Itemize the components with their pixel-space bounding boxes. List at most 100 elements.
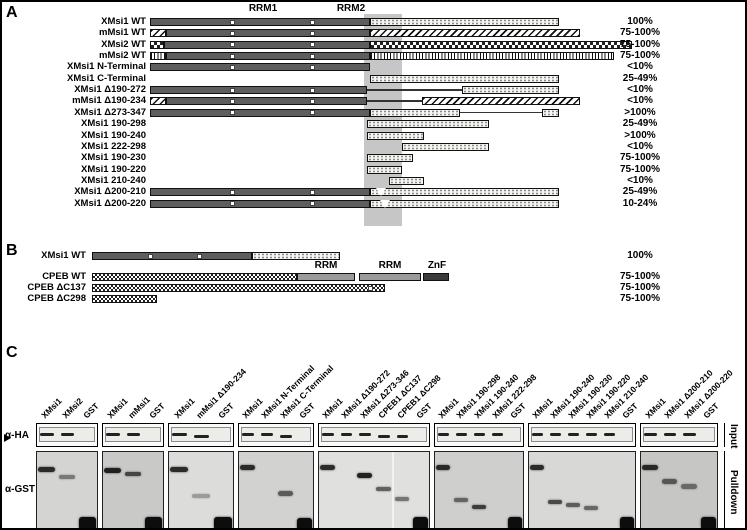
rrm-notch xyxy=(368,285,373,291)
bar-segment-check xyxy=(370,40,632,49)
input-protein-band xyxy=(340,432,353,436)
rrm-notch xyxy=(310,30,315,36)
pulldown-protein-band xyxy=(192,494,210,499)
pulldown-protein-band xyxy=(620,517,634,528)
construct-label: XMsi1 Δ273-347 xyxy=(74,106,146,118)
pulldown-blot xyxy=(36,451,98,528)
construct-label: mMsi1 WT xyxy=(99,27,146,39)
construct-label: XMsi1 190-240 xyxy=(81,129,146,141)
input-protein-band xyxy=(280,435,292,439)
rrm-notch xyxy=(310,98,315,104)
rrm-notch xyxy=(148,253,153,259)
pulldown-protein-band xyxy=(124,471,142,476)
rrm-notch xyxy=(197,253,202,259)
pulldown-bracket xyxy=(724,451,725,528)
bar-segment-dark xyxy=(164,40,370,49)
rrm-notch xyxy=(310,189,315,195)
bar-segment-dot xyxy=(389,176,424,185)
construct-label: XMsi1 190-298 xyxy=(81,118,146,130)
bar-segment-hatch xyxy=(150,29,166,38)
rrm-notch xyxy=(230,19,235,25)
construct-label: XMsi1 Δ190-272 xyxy=(74,84,146,96)
panel-a-label: A xyxy=(6,4,18,21)
bar-segment-dot xyxy=(367,165,402,174)
input-blot-strip xyxy=(241,427,311,442)
bar-segment-dot xyxy=(370,108,460,117)
pulldown-protein-band xyxy=(170,466,188,472)
construct-label: XMsi1 Δ200-210 xyxy=(74,186,146,198)
pulldown-blot xyxy=(238,451,314,528)
bar-segment-dot xyxy=(367,120,489,129)
lane-label: XMsi1 xyxy=(105,395,131,421)
bar-segment-dark xyxy=(150,18,370,26)
input-protein-band xyxy=(550,432,561,436)
binding-percent: >100% xyxy=(624,106,656,118)
bar-segment-gray xyxy=(359,273,421,281)
pulldown-protein-band xyxy=(376,486,391,491)
bar-segment-dark xyxy=(150,199,370,208)
pulldown-side-label: Pulldown xyxy=(728,469,739,515)
bar-connector-line xyxy=(460,111,542,114)
input-protein-band xyxy=(644,432,657,436)
rrm-notch xyxy=(310,110,315,116)
construct-label: XMsi1 222-298 xyxy=(81,140,146,152)
bar-segment-dot xyxy=(402,142,489,151)
pulldown-protein-band xyxy=(79,517,96,528)
bar-segment-dot xyxy=(367,131,424,140)
pulldown-protein-band xyxy=(357,473,372,479)
rrm-notch xyxy=(230,110,235,116)
pulldown-protein-band xyxy=(436,465,450,471)
construct-label: XMsi1 190-230 xyxy=(81,152,146,164)
band-arrow-icon xyxy=(4,434,11,442)
input-protein-band xyxy=(604,432,615,436)
input-protein-band xyxy=(194,434,209,438)
rrm-notch xyxy=(310,64,315,70)
binding-percent: 25-49% xyxy=(622,72,658,84)
pulldown-protein-band xyxy=(508,517,522,528)
pulldown-protein-band xyxy=(104,468,121,474)
input-protein-band xyxy=(242,432,254,436)
lane-label: mMsi1 xyxy=(126,394,153,421)
bar-segment-dark xyxy=(150,63,370,72)
binding-percent: 75-100% xyxy=(619,282,661,293)
bar-segment-dot xyxy=(542,108,559,117)
construct-label: XMsi1 210-240 xyxy=(81,174,146,186)
rrm1-header: RRM1 xyxy=(248,3,278,14)
rrm-notch xyxy=(230,87,235,93)
binding-percent: 10-24% xyxy=(622,197,658,209)
input-protein-band xyxy=(456,432,467,436)
rrm-notch xyxy=(310,19,315,25)
bar-segment-dark xyxy=(166,52,370,61)
rrm2-header: RRM2 xyxy=(336,3,366,14)
input-side-label: Input xyxy=(728,423,739,449)
binding-percent: 75-100% xyxy=(619,50,661,62)
pulldown-protein-band xyxy=(472,504,486,509)
pulldown-blot xyxy=(318,451,430,528)
pulldown-protein-band xyxy=(240,465,255,471)
bar-segment-hatch xyxy=(370,29,580,38)
rrm-notch xyxy=(230,64,235,70)
pulldown-protein-band xyxy=(394,496,410,501)
input-protein-band xyxy=(322,432,334,436)
binding-percent: <10% xyxy=(627,174,653,186)
bar-segment-znf xyxy=(423,273,449,281)
input-bracket xyxy=(724,423,725,447)
input-protein-band xyxy=(106,432,120,436)
input-protein-band xyxy=(396,435,409,439)
pulldown-protein-band xyxy=(661,479,677,485)
construct-label: XMsi1 N-Terminal xyxy=(66,61,146,73)
construct-label: XMsi2 WT xyxy=(101,38,146,50)
panel-c-label: C xyxy=(6,344,18,361)
binding-percent: <10% xyxy=(627,140,653,152)
bar-segment-dark xyxy=(150,108,370,117)
bar-segment-dot xyxy=(462,86,559,95)
pulldown-blot xyxy=(640,451,718,528)
binding-percent: <10% xyxy=(627,95,653,107)
binding-percent: >100% xyxy=(624,129,656,141)
input-protein-band xyxy=(683,432,696,436)
input-protein-band xyxy=(378,434,390,438)
input-blot-strip xyxy=(531,427,633,442)
binding-percent: 75-100% xyxy=(619,152,661,164)
bar-segment-dark xyxy=(150,86,367,95)
pulldown-protein-band xyxy=(454,498,468,503)
